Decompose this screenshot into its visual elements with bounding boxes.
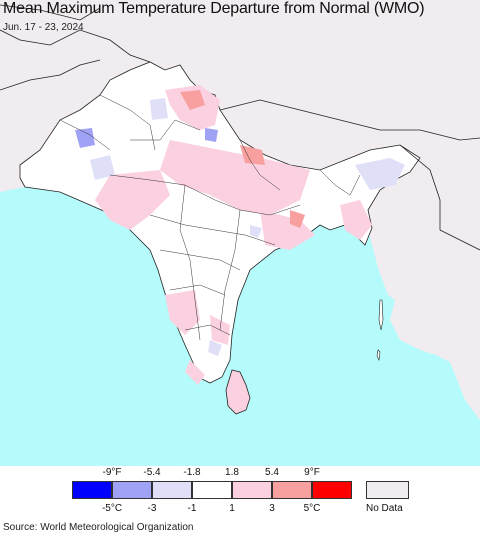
legend-bin-2 <box>112 481 152 499</box>
legend-c-tick-3: -1 <box>187 503 197 514</box>
legend-bin-7 <box>312 481 352 499</box>
andaman-islands <box>376 299 384 362</box>
state-borders <box>59 94 361 341</box>
legend-bin-4 <box>192 481 232 499</box>
myanmar-coast-land <box>380 230 480 418</box>
legend-bin-6 <box>272 481 312 499</box>
legend-f-tick-4: 1.8 <box>225 467 239 478</box>
date-range: Jun. 17 - 23, 2024 <box>3 22 84 33</box>
arabian-sea <box>0 187 480 466</box>
legend-c-tick-5: 3 <box>269 503 275 514</box>
legend-f-tick-3: -1.8 <box>183 467 201 478</box>
legend-bin-3 <box>152 481 192 499</box>
legend-f-tick-5: 5.4 <box>265 467 279 478</box>
cool-anomaly-patches <box>75 98 405 356</box>
legend-bin-1 <box>72 481 112 499</box>
country-borders <box>0 4 480 251</box>
legend-f-tick-6: 9°F <box>304 467 320 478</box>
legend-c-tick-6: 5°C <box>303 503 321 514</box>
map-title: Mean Maximum Temperature Departure from … <box>3 0 425 17</box>
legend-no-data-swatch <box>366 481 409 499</box>
legend-f-tick-2: -5.4 <box>143 467 161 478</box>
temperature-departure-map <box>0 0 480 466</box>
legend-c-tick-1: -5°C <box>101 503 123 514</box>
source-credit: Source: World Meteorological Organizatio… <box>3 522 194 533</box>
legend-no-data-label: No Data <box>366 503 403 514</box>
legend-c-tick-2: -3 <box>147 503 157 514</box>
hot-anomaly-patches <box>180 90 305 228</box>
legend-c-tick-4: 1 <box>229 503 235 514</box>
region-south-asia-land <box>19 61 421 384</box>
legend-f-tick-1: -9°F <box>102 467 122 478</box>
legend-bin-5 <box>232 481 272 499</box>
sri-lanka <box>225 369 251 415</box>
